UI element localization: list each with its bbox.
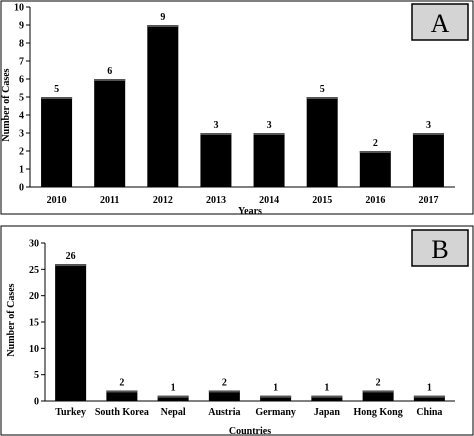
panel-b-category-label: Austria xyxy=(208,407,240,418)
panel-a-y-tick-label: 10 xyxy=(14,3,24,14)
panel-b-data-label: 1 xyxy=(171,383,176,394)
panel-a-bar-top xyxy=(147,25,179,27)
panel-a-data-label: 6 xyxy=(107,66,112,77)
panel-b-data-label: 1 xyxy=(427,383,432,394)
panel-b-label-box: B xyxy=(411,229,469,267)
panel-a-data-label: 3 xyxy=(426,120,431,131)
panel-a-bar-top xyxy=(306,97,338,99)
panel-a-marks: 0 1 2 3 4 5 6 7 8 9 10 5 2010 6 2011 9 2012 3 2013 3 2014 5 20… xyxy=(14,3,455,206)
panel-a-label-box: A xyxy=(411,3,469,41)
panel-b-xlabel: Countries xyxy=(229,426,271,436)
panel-a-category-label: 2012 xyxy=(153,195,173,206)
panel-b-bar-top xyxy=(106,390,138,393)
panel-a-xlabel: Years xyxy=(238,206,262,217)
panel-b-category-label: Japan xyxy=(314,407,341,418)
panel-a-bar xyxy=(253,133,285,187)
panel-a-data-label: 3 xyxy=(213,120,218,131)
panel-b-bar xyxy=(311,395,343,401)
panel-b-category-label: Germany xyxy=(255,407,296,418)
panel-a-data-label: 9 xyxy=(160,12,165,23)
panel-a-bar xyxy=(41,97,73,187)
panel-a-data-label: 5 xyxy=(320,84,325,95)
panel-b-category-label: Nepal xyxy=(161,407,186,418)
panel-b-marks: 0 5 10 15 20 25 30 26 Turkey 2 South Korea 1 Nepal 2 A… xyxy=(29,239,455,418)
panel-b-bar xyxy=(260,395,292,401)
panel-b-bar-top xyxy=(260,395,292,398)
panel-b-y-tick-label: 0 xyxy=(34,397,39,408)
panel-a-y-tick-label: 3 xyxy=(19,129,24,140)
panel-a-bar-top xyxy=(253,133,285,135)
panel-b-y-tick-label: 30 xyxy=(29,239,39,250)
panel-a-y-tick-label: 9 xyxy=(19,21,24,32)
panel-b-bar-top xyxy=(208,390,240,393)
panel-a-y-tick-label: 1 xyxy=(19,165,24,176)
panel-a-data-label: 3 xyxy=(267,120,272,131)
panel-a-bar xyxy=(200,133,232,187)
panel-b-data-label: 2 xyxy=(119,377,124,388)
panel-b-bar-top xyxy=(311,395,343,398)
panel-a-letter: A xyxy=(431,9,450,38)
panel-a-category-label: 2014 xyxy=(259,195,279,206)
panel-b-bar xyxy=(362,390,394,401)
panel-a-category-label: 2015 xyxy=(312,195,332,206)
panel-a-y-tick-label: 8 xyxy=(19,39,24,50)
panel-b-ylabel: Number of Cases xyxy=(6,283,17,356)
panel-a-category-label: 2017 xyxy=(418,195,438,206)
panel-a-data-label: 5 xyxy=(54,84,59,95)
panel-a-y-tick-label: 5 xyxy=(19,93,24,104)
panel-b-category-label: Hong Kong xyxy=(354,407,403,418)
panel-a-frame xyxy=(0,0,474,215)
panel-b-data-label: 1 xyxy=(324,383,329,394)
panel-b-bar xyxy=(55,264,87,401)
panel-a-bar-top xyxy=(94,79,126,81)
panel-a-bar xyxy=(359,151,391,187)
panel-a-bar xyxy=(94,79,126,187)
panel-a-category-label: 2010 xyxy=(47,195,67,206)
panel-a-category-label: 2013 xyxy=(206,195,226,206)
panel-b-bar xyxy=(208,390,240,401)
panel-a-ylabel: Number of Cases xyxy=(1,68,12,141)
panel-b-y-tick-label: 25 xyxy=(29,265,39,276)
panel-a-y-tick-label: 4 xyxy=(19,111,24,122)
panel-b-bar-top xyxy=(55,264,87,267)
panel-a-bar-top xyxy=(359,151,391,153)
panel-b-y-tick-label: 15 xyxy=(29,318,39,329)
panel-a-bar-top xyxy=(200,133,232,135)
panel-b-bar-top xyxy=(362,390,394,393)
panel-b-chart: B Number of Cases Countries 0 5 10 15 20 25 30… xyxy=(0,225,474,436)
panel-b-data-label: 2 xyxy=(222,377,227,388)
panel-b-category-label: South Korea xyxy=(95,407,149,418)
panel-b-bar xyxy=(157,395,189,401)
panel-b-frame xyxy=(0,225,474,436)
panel-b-category-label: Turkey xyxy=(55,407,86,418)
panel-b-bar xyxy=(106,390,138,401)
panel-a-category-label: 2011 xyxy=(100,195,119,206)
panel-b-data-label: 2 xyxy=(376,377,381,388)
panel-a-bar xyxy=(306,97,338,187)
panel-a-y-tick-label: 7 xyxy=(19,57,24,68)
panel-a-bar-top xyxy=(41,97,73,99)
panel-b-category-label: China xyxy=(416,407,442,418)
panel-a-y-tick-label: 2 xyxy=(19,147,24,158)
panel-b-y-tick-label: 5 xyxy=(34,370,39,381)
panel-b-bar xyxy=(413,395,445,401)
panel-b-bar-top xyxy=(157,395,189,398)
panel-a-bar xyxy=(147,25,179,187)
panel-b-y-tick-label: 10 xyxy=(29,344,39,355)
panel-b-bar-top xyxy=(413,395,445,398)
panel-b-data-label: 26 xyxy=(66,251,76,262)
panel-a-chart: A Number of Cases Years 0123456789105201… xyxy=(0,0,474,217)
panel-a-bar xyxy=(412,133,444,187)
panel-a-y-tick-label: 6 xyxy=(19,75,24,86)
panel-b-data-label: 1 xyxy=(273,383,278,394)
panel-b-y-tick-label: 20 xyxy=(29,291,39,302)
panel-a-bar-top xyxy=(412,133,444,135)
panel-a-y-tick-label: 0 xyxy=(19,183,24,194)
panel-b-letter: B xyxy=(431,235,448,264)
panel-a-data-label: 2 xyxy=(373,138,378,149)
panel-a-category-label: 2016 xyxy=(365,195,385,206)
